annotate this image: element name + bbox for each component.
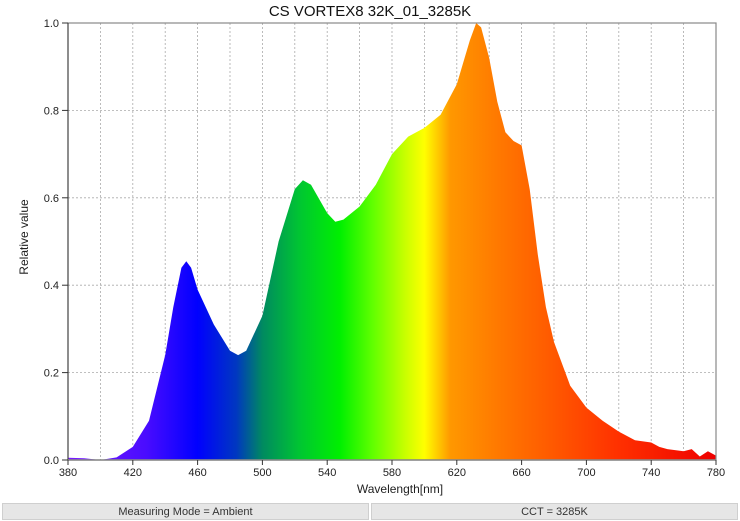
y-axis-label: Relative value xyxy=(17,199,31,275)
y-tick-label: 0.2 xyxy=(44,368,59,380)
x-tick-label: 660 xyxy=(512,467,530,479)
x-tick-label: 740 xyxy=(642,467,660,479)
x-tick-label: 380 xyxy=(59,467,77,479)
x-tick-label: 420 xyxy=(124,467,142,479)
y-tick-label: 0.6 xyxy=(44,193,59,205)
x-tick-label: 780 xyxy=(707,467,725,479)
measuring-mode-field: Measuring Mode = Ambient xyxy=(2,503,369,520)
x-tick-label: 500 xyxy=(253,467,271,479)
x-tick-label: 540 xyxy=(318,467,336,479)
chart-title: CS VORTEX8 32K_01_3285K xyxy=(268,3,472,20)
y-tick-label: 0.4 xyxy=(44,280,59,292)
axis-ticks: 0.0 0.2 0.4 0.6 0.8 1.0 380 420 460 500 540 580 620 6… xyxy=(44,18,725,479)
x-tick-label: 620 xyxy=(448,467,466,479)
x-tick-label: 700 xyxy=(577,467,595,479)
x-tick-label: 460 xyxy=(188,467,206,479)
y-tick-label: 1.0 xyxy=(44,18,59,30)
cct-field: CCT = 3285K xyxy=(371,503,738,520)
y-tick-label: 0.8 xyxy=(44,105,59,117)
x-axis-label: Wavelength[nm] xyxy=(356,482,444,496)
spectrum-area xyxy=(68,23,716,460)
x-tick-label: 580 xyxy=(383,467,401,479)
y-tick-label: 0.0 xyxy=(44,455,59,467)
status-bar: Measuring Mode = Ambient CCT = 3285K xyxy=(2,503,738,520)
